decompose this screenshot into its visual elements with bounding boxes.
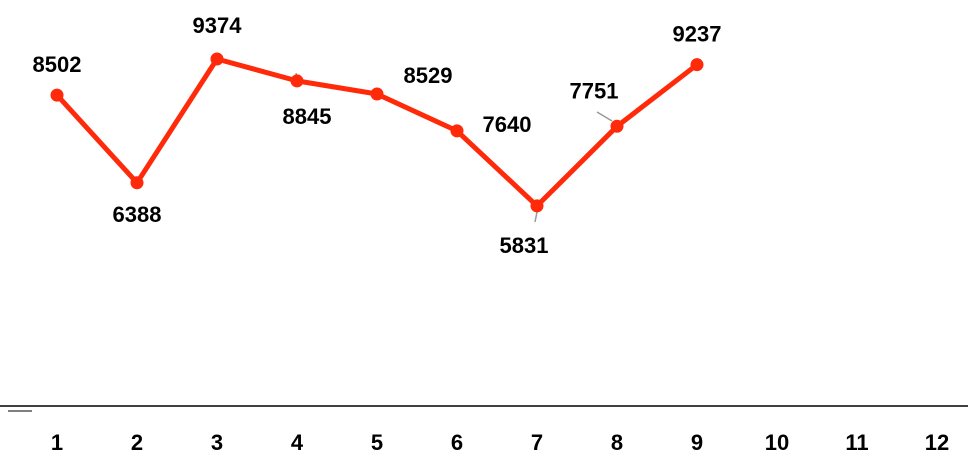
data-point (370, 87, 384, 101)
data-label-layer: 8502 6388 9374 8845 8529 7640 5831 7751 9237 (33, 13, 722, 258)
x-tick-label-layer: 1 2 3 4 5 6 7 8 9 10 11 12 (51, 430, 949, 455)
data-label: 5831 (500, 233, 549, 258)
x-tick-label: 9 (691, 430, 703, 455)
data-label: 6388 (113, 202, 162, 227)
data-label: 9374 (193, 13, 243, 38)
data-label: 9237 (673, 22, 722, 47)
data-label: 8845 (283, 104, 332, 129)
data-point (290, 74, 304, 88)
x-tick-label: 4 (291, 430, 304, 455)
data-point-layer (50, 52, 704, 213)
x-tick-label: 2 (131, 430, 143, 455)
x-tick-label: 12 (925, 430, 949, 455)
leader-line-layer (295, 72, 613, 223)
x-tick-label: 6 (451, 430, 463, 455)
data-point (610, 119, 624, 133)
x-tick-label: 3 (211, 430, 223, 455)
x-tick-label: 11 (845, 430, 868, 455)
x-tick-label: 10 (765, 430, 789, 455)
axis-layer (0, 405, 968, 412)
data-label: 7751 (570, 78, 619, 103)
data-label: 7640 (483, 112, 532, 137)
label-leader-line (596, 111, 613, 122)
data-point (690, 58, 704, 72)
x-tick-label: 1 (51, 430, 63, 455)
data-point (50, 88, 64, 102)
data-label: 8502 (33, 52, 82, 77)
x-tick-label: 8 (611, 430, 623, 455)
data-point (530, 199, 544, 213)
x-tick-label: 5 (371, 430, 383, 455)
x-tick-label: 7 (531, 430, 543, 455)
data-label: 8529 (404, 63, 453, 88)
data-point (130, 176, 144, 190)
data-point (450, 124, 464, 138)
data-point (210, 52, 224, 66)
label-leader-line (534, 211, 538, 223)
